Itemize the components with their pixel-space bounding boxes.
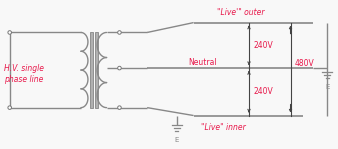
Bar xyxy=(90,32,93,108)
Text: E: E xyxy=(175,137,179,143)
Circle shape xyxy=(8,106,11,109)
Text: H.V. single
phase line: H.V. single phase line xyxy=(3,64,44,84)
Text: 480V: 480V xyxy=(294,59,314,68)
Text: 240V: 240V xyxy=(254,41,274,50)
Text: 240V: 240V xyxy=(254,87,274,96)
Circle shape xyxy=(118,31,121,34)
Text: Neutral: Neutral xyxy=(189,58,217,67)
Text: E: E xyxy=(325,84,329,90)
Circle shape xyxy=(118,106,121,109)
Text: "Live" inner: "Live" inner xyxy=(201,123,246,132)
Circle shape xyxy=(118,66,121,70)
Circle shape xyxy=(8,31,11,34)
Text: "Live'" outer: "Live'" outer xyxy=(217,8,265,17)
Bar xyxy=(95,32,98,108)
